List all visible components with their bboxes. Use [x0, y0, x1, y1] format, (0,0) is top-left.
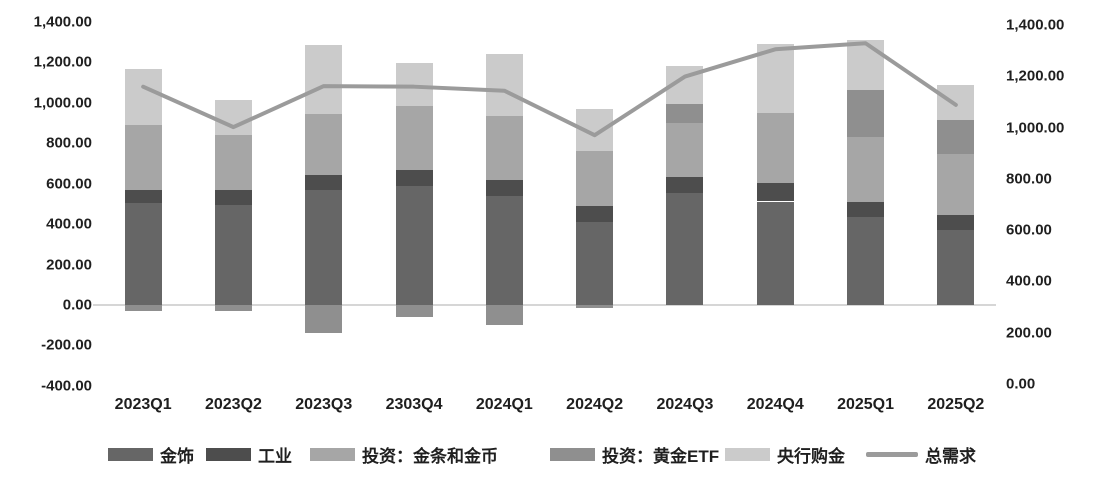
y-axis-right-tick: 400.00 — [1006, 272, 1052, 290]
y-axis-right-tick: 200.00 — [1006, 324, 1052, 342]
legend-item-gold-etf: 投资：黄金ETF — [550, 441, 719, 467]
bar-segment-bar-coin-2024Q3 — [666, 122, 704, 178]
bar-segment-industry-2025Q1 — [847, 202, 885, 218]
bar-segment-gold-etf-2024Q2 — [576, 305, 614, 309]
x-axis-label-2024Q4: 2024Q4 — [746, 396, 804, 413]
bar-segment-gold-etf-2303Q4 — [395, 305, 433, 318]
bar-segment-gold-etf-2024Q1 — [485, 305, 523, 326]
legend-label-total-demand: 总需求 — [925, 446, 976, 466]
bar-segment-gold-etf-2025Q1 — [847, 90, 885, 137]
bar-segment-bar-coin-2024Q2 — [576, 150, 614, 207]
bar-segment-central-bank-2023Q3 — [305, 45, 343, 114]
bar-segment-industry-2025Q2 — [937, 215, 975, 231]
legend-item-central-bank: 央行购金 — [725, 441, 845, 467]
bar-segment-jewelry-2025Q1 — [847, 217, 885, 305]
bar-segment-bar-coin-2303Q4 — [395, 105, 433, 171]
y-axis-left-tick: 1,200.00 — [33, 53, 92, 71]
bar-segment-industry-2024Q2 — [576, 206, 614, 222]
bar-segment-jewelry-2024Q1 — [485, 196, 523, 305]
y-axis-right-tick: 1,400.00 — [1006, 16, 1065, 34]
legend-line-swatch-total-demand — [866, 451, 918, 457]
y-axis-right-tick: 600.00 — [1006, 221, 1052, 239]
bar-segment-jewelry-2024Q3 — [666, 192, 704, 305]
x-axis-label-2024Q1: 2024Q1 — [475, 396, 533, 413]
legend-item-jewelry: 金饰 — [108, 441, 194, 467]
bar-segment-jewelry-2023Q2 — [214, 204, 252, 305]
y-axis-left-tick: 1,000.00 — [33, 94, 92, 112]
legend-label-industry: 工业 — [258, 446, 292, 466]
x-axis-label-2023Q2: 2023Q2 — [204, 396, 262, 413]
legend-swatch-jewelry — [108, 447, 153, 461]
x-axis-label-2024Q3: 2024Q3 — [656, 396, 714, 413]
bar-segment-gold-etf-2024Q3 — [666, 104, 704, 123]
legend-label-bar-coin: 投资：金条和金币 — [362, 446, 498, 466]
y-axis-right-tick: 0.00 — [1006, 375, 1036, 393]
legend-item-total-demand: 总需求 — [866, 441, 976, 467]
bar-segment-gold-etf-2025Q2 — [937, 120, 975, 154]
y-axis-left-tick: -200.00 — [41, 336, 92, 354]
legend-label-jewelry: 金饰 — [160, 446, 194, 466]
y-axis-left-tick: 400.00 — [46, 215, 92, 233]
bar-segment-industry-2023Q1 — [124, 189, 162, 203]
bar-segment-jewelry-2024Q4 — [756, 201, 794, 305]
total-demand-line — [141, 41, 958, 138]
bar-segment-central-bank-2023Q1 — [124, 69, 162, 126]
y-axis-left-tick: -400.00 — [41, 377, 92, 395]
x-axis-label-2023Q1: 2023Q1 — [114, 396, 172, 413]
legend-swatch-bar-coin — [310, 447, 355, 461]
bar-segment-industry-2024Q4 — [756, 183, 794, 202]
y-axis-left-tick: 600.00 — [46, 175, 92, 193]
bar-segment-bar-coin-2023Q2 — [214, 134, 252, 190]
x-axis-label-2024Q2: 2024Q2 — [566, 396, 624, 413]
bar-segment-bar-coin-2024Q1 — [485, 115, 523, 181]
bar-segment-gold-etf-2023Q3 — [305, 305, 343, 334]
legend-label-central-bank: 央行购金 — [777, 446, 845, 466]
bar-segment-bar-coin-2024Q4 — [756, 112, 794, 184]
legend-label-gold-etf: 投资：黄金ETF — [602, 446, 720, 466]
legend-swatch-industry — [206, 447, 251, 461]
x-axis-label-2023Q3: 2023Q3 — [295, 396, 353, 413]
y-axis-left-tick: 0.00 — [62, 296, 92, 314]
bar-segment-central-bank-2024Q4 — [756, 44, 794, 113]
zero-axis-line — [93, 304, 996, 306]
bar-segment-jewelry-2303Q4 — [395, 186, 433, 305]
y-axis-right-tick: 800.00 — [1006, 170, 1052, 188]
y-axis-right-tick: 1,200.00 — [1006, 67, 1065, 85]
bar-segment-bar-coin-2025Q1 — [847, 136, 885, 203]
x-axis-label-2303Q4: 2303Q4 — [385, 396, 443, 413]
bar-segment-jewelry-2025Q2 — [937, 230, 975, 305]
y-axis-right-tick: 1,000.00 — [1006, 119, 1065, 137]
legend-item-industry: 工业 — [206, 441, 292, 467]
bar-segment-bar-coin-2025Q2 — [937, 153, 975, 216]
bar-segment-gold-etf-2023Q1 — [124, 305, 162, 312]
bar-segment-central-bank-2303Q4 — [395, 62, 433, 106]
bar-segment-jewelry-2023Q3 — [305, 189, 343, 305]
x-axis-label-2025Q2: 2025Q2 — [927, 396, 985, 413]
bar-segment-industry-2303Q4 — [395, 170, 433, 187]
bar-segment-gold-etf-2023Q2 — [214, 305, 252, 312]
bar-segment-jewelry-2023Q1 — [124, 202, 162, 305]
y-axis-left-tick: 800.00 — [46, 134, 92, 152]
bar-segment-bar-coin-2023Q3 — [305, 113, 343, 175]
bar-segment-central-bank-2025Q1 — [847, 39, 885, 91]
bar-segment-bar-coin-2023Q1 — [124, 125, 162, 190]
legend-swatch-central-bank — [725, 447, 770, 461]
bar-segment-jewelry-2024Q2 — [576, 221, 614, 305]
y-axis-left-tick: 200.00 — [46, 256, 92, 274]
bar-segment-central-bank-2024Q1 — [485, 54, 523, 116]
legend-swatch-gold-etf — [550, 447, 595, 461]
bar-segment-industry-2023Q3 — [305, 174, 343, 190]
bar-segment-industry-2023Q2 — [214, 189, 252, 205]
y-axis-left-tick: 1,400.00 — [33, 13, 92, 31]
legend-item-bar-coin: 投资：金条和金币 — [310, 441, 498, 467]
x-axis-label-2025Q1: 2025Q1 — [837, 396, 895, 413]
bar-segment-industry-2024Q3 — [666, 177, 704, 193]
bar-segment-industry-2024Q1 — [485, 180, 523, 197]
